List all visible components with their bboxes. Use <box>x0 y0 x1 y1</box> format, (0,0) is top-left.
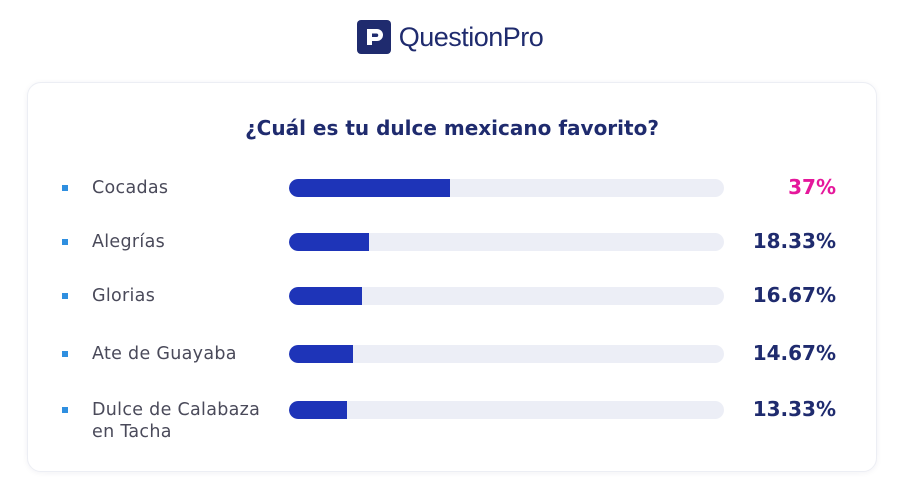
value-label: 37% <box>788 175 836 199</box>
results-card: ¿Cuál es tu dulce mexicano favorito? Coc… <box>27 82 877 472</box>
bar-track <box>289 179 724 197</box>
category-label: Glorias <box>92 286 156 306</box>
chart-row: Dulce de Calabaza en Tacha 13.33% <box>28 397 876 442</box>
chart-row: Alegrías 18.33% <box>28 229 876 273</box>
chart-row: Ate de Guayaba 14.67% <box>28 341 876 385</box>
bar-fill <box>289 345 353 363</box>
questionpro-logo-icon <box>356 20 391 54</box>
bar-track <box>289 287 724 305</box>
questionpro-logo: QuestionPro <box>0 20 900 54</box>
bullet-icon <box>62 293 68 299</box>
chart-row: Cocadas 37% <box>28 175 876 219</box>
value-label: 16.67% <box>752 283 836 307</box>
brand-name: QuestionPro <box>398 21 544 52</box>
bullet-icon <box>62 351 68 357</box>
bar-fill <box>289 233 369 251</box>
bullet-icon <box>62 407 68 413</box>
category-label: Alegrías <box>92 232 166 252</box>
bar-fill <box>289 179 450 197</box>
chart-row: Glorias 16.67% <box>28 283 876 327</box>
value-label: 13.33% <box>752 397 836 421</box>
bar-fill <box>289 287 362 305</box>
category-label: Ate de Guayaba <box>92 344 237 364</box>
chart-title: ¿Cuál es tu dulce mexicano favorito? <box>245 116 659 140</box>
category-label: Dulce de Calabaza en Tacha <box>92 400 261 442</box>
value-label: 14.67% <box>752 341 836 365</box>
bar-fill <box>289 401 347 419</box>
bar-track <box>289 233 724 251</box>
bar-track <box>289 401 724 419</box>
bullet-icon <box>62 185 68 191</box>
category-label: Cocadas <box>92 178 169 198</box>
value-label: 18.33% <box>752 229 836 253</box>
bar-track <box>289 345 724 363</box>
bullet-icon <box>62 239 68 245</box>
